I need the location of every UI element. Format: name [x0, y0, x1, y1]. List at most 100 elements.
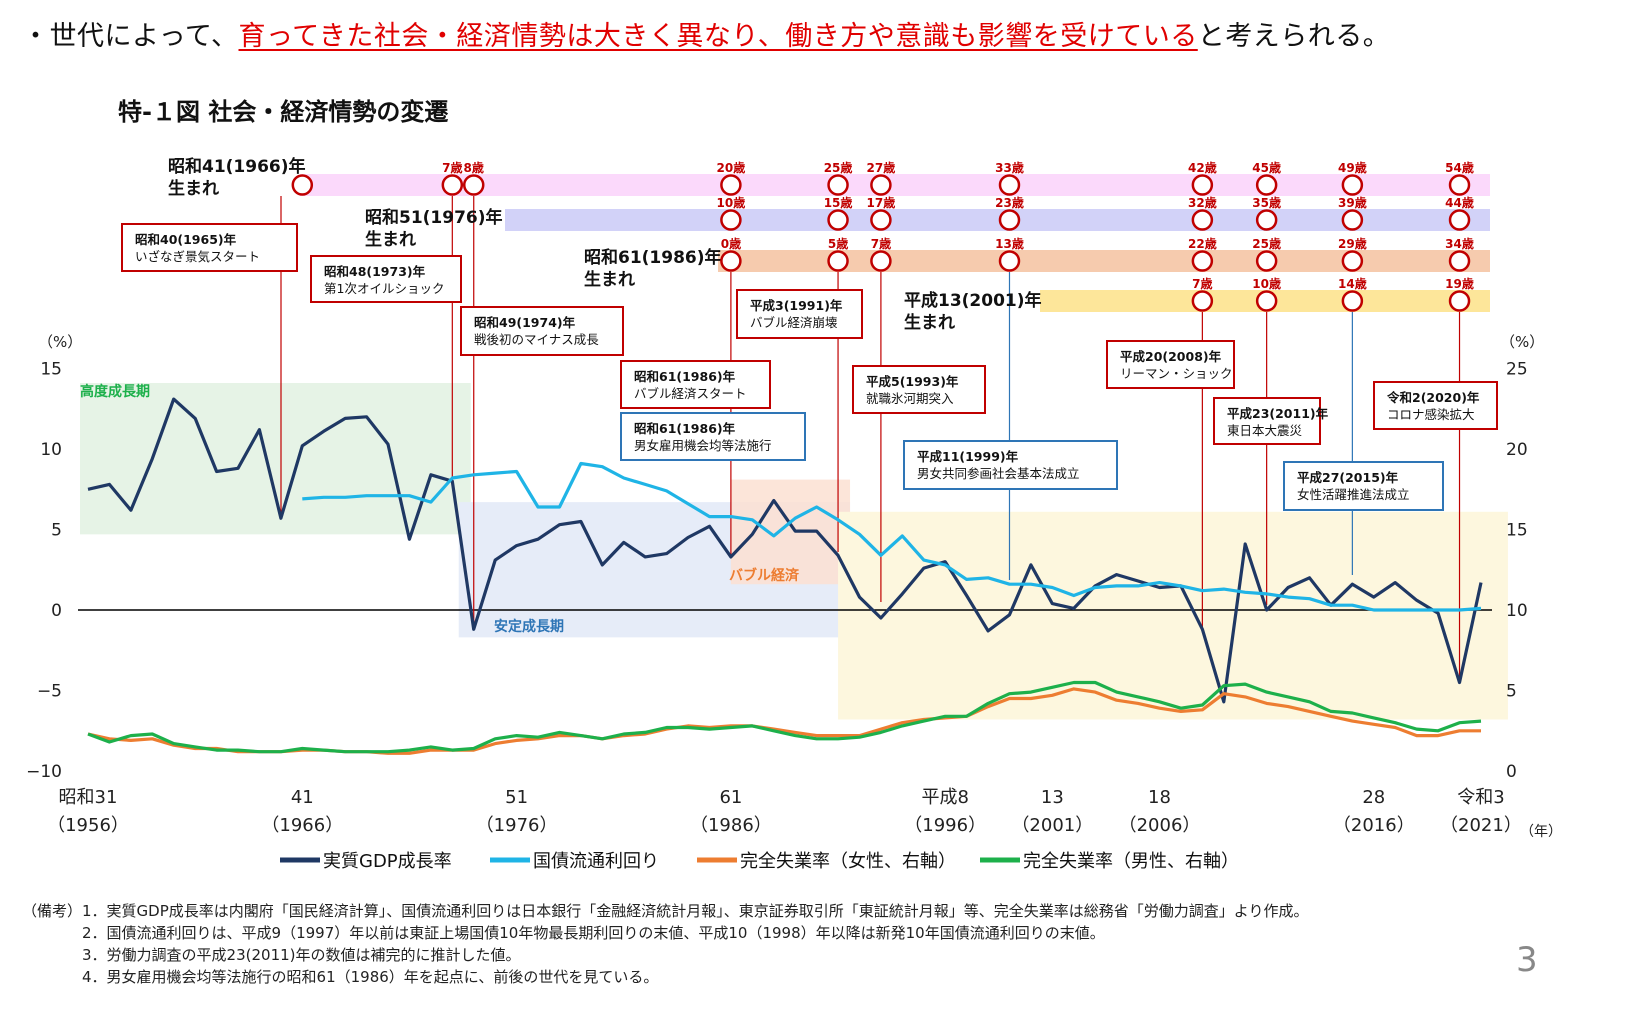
age-label: 29歳 — [1338, 236, 1367, 251]
age-label: 35歳 — [1252, 195, 1281, 210]
x-tick-era: 51 — [505, 787, 528, 808]
x-tick-year: （1966） — [261, 815, 343, 836]
age-label: 15歳 — [824, 195, 853, 210]
x-tick-year: （1976） — [476, 815, 558, 836]
right-tick-label: 25 — [1506, 360, 1528, 380]
age-label: 8歳 — [464, 160, 484, 175]
age-marker — [1341, 250, 1364, 272]
age-marker — [1341, 174, 1364, 196]
age-label: 5歳 — [828, 236, 848, 251]
event-box — [620, 412, 806, 461]
period-band — [730, 479, 851, 585]
generation-band — [718, 250, 1490, 272]
generation-label: 昭和51(1976)年 — [365, 207, 503, 228]
event-date: 平成3(1991)年 — [750, 298, 843, 313]
x-tick-year: （2006） — [1119, 815, 1201, 836]
x-tick-era: 28 — [1362, 787, 1385, 808]
period-band — [838, 511, 1508, 720]
age-marker — [1448, 174, 1471, 196]
event-text: コロナ感染拡大 — [1387, 407, 1475, 422]
x-tick-era: 令和3 — [1457, 787, 1504, 808]
event-date: 昭和61(1986)年 — [634, 369, 736, 384]
age-marker — [870, 250, 892, 272]
age-label: 10歳 — [1252, 276, 1281, 291]
age-marker — [827, 174, 849, 196]
x-axis-unit: （年） — [1520, 824, 1562, 840]
event-date: 平成11(1999)年 — [917, 449, 1019, 464]
series-line — [87, 680, 1482, 754]
age-label: 10歳 — [717, 195, 746, 210]
age-marker — [1448, 290, 1471, 312]
generation-label: 生まれ — [904, 312, 955, 333]
left-tick-label: −5 — [37, 682, 62, 702]
left-tick-label: 15 — [40, 360, 62, 380]
generation-label: 平成13(2001)年 — [904, 290, 1042, 311]
x-tick-era: 18 — [1148, 787, 1171, 808]
age-marker — [827, 209, 849, 231]
age-label: 14歳 — [1338, 276, 1367, 291]
age-marker — [291, 174, 314, 196]
period-band — [80, 382, 471, 535]
age-label: 42歳 — [1188, 160, 1217, 175]
age-label: 39歳 — [1338, 195, 1367, 210]
age-label: 7歳 — [442, 160, 462, 175]
event-box — [310, 255, 462, 303]
legend-label: 完全失業率（男性、右軸） — [1023, 851, 1239, 872]
event-text: 東日本大震災 — [1227, 423, 1303, 438]
age-marker — [1255, 250, 1278, 272]
series-line — [302, 461, 1482, 612]
event-date: 平成23(2011)年 — [1227, 406, 1329, 421]
chart-title: 特-１図 社会・経済情勢の変遷 — [118, 98, 449, 126]
age-label: 45歳 — [1252, 160, 1281, 175]
generation-label: 生まれ — [365, 229, 416, 250]
generation-label: 生まれ — [584, 269, 635, 290]
event-box — [903, 440, 1118, 490]
event-date: 昭和40(1965)年 — [135, 232, 237, 247]
age-marker — [462, 174, 485, 196]
headline-prefix: ・世代によって、 — [22, 21, 239, 52]
note-4: 4．男女雇用機会均等法施行の昭和61（1986）年を起点に、前後の世代を見ている… — [82, 968, 659, 986]
generation-band — [505, 209, 1490, 231]
age-marker — [870, 209, 892, 231]
age-label: 20歳 — [717, 160, 746, 175]
event-text: 男女共同参画社会基本法成立 — [917, 466, 1080, 481]
right-tick-label: 5 — [1506, 682, 1517, 702]
age-marker — [1191, 250, 1214, 272]
event-date: 令和2(2020)年 — [1386, 390, 1480, 405]
x-tick-year: （1996） — [904, 815, 986, 836]
event-box — [1213, 397, 1321, 445]
left-tick-label: 5 — [51, 521, 62, 541]
right-tick-label: 10 — [1506, 601, 1528, 621]
event-text: バブル経済崩壊 — [750, 315, 838, 330]
age-marker — [1448, 209, 1471, 231]
age-marker — [720, 250, 742, 272]
x-tick-era: 平成8 — [921, 787, 968, 808]
note-2: 2．国債流通利回りは、平成9（1997）年以前は東証上場国債10年物最長期利回り… — [82, 924, 1105, 942]
x-tick-year: （2016） — [1333, 815, 1415, 836]
age-marker — [1341, 290, 1364, 312]
left-tick-label: 10 — [40, 440, 62, 460]
x-tick-year: （2001） — [1011, 815, 1093, 836]
event-box — [852, 365, 986, 414]
age-marker — [998, 209, 1021, 231]
headline-suffix: と考えられる。 — [1197, 21, 1391, 52]
event-text: 就職氷河期突入 — [866, 391, 954, 406]
generation-label: 昭和41(1966)年 — [168, 156, 306, 177]
legend-label: 実質GDP成長率 — [323, 851, 452, 872]
series-line — [87, 397, 1483, 704]
event-date: 平成27(2015)年 — [1297, 470, 1399, 485]
age-label: 7歳 — [1192, 276, 1212, 291]
x-tick-year: （1956） — [47, 815, 129, 836]
event-text: バブル経済スタート — [634, 386, 747, 401]
age-marker — [1448, 250, 1471, 272]
x-tick-era: 13 — [1041, 787, 1064, 808]
event-box — [736, 289, 863, 339]
age-marker — [998, 250, 1021, 272]
period-label: 安定成長期 — [494, 618, 564, 635]
period-label: 高度成長期 — [80, 383, 150, 400]
age-marker — [1191, 174, 1214, 196]
x-tick-era: 昭和31 — [59, 787, 118, 808]
age-marker — [1341, 209, 1364, 231]
age-marker — [1255, 209, 1278, 231]
event-box — [1106, 340, 1235, 389]
